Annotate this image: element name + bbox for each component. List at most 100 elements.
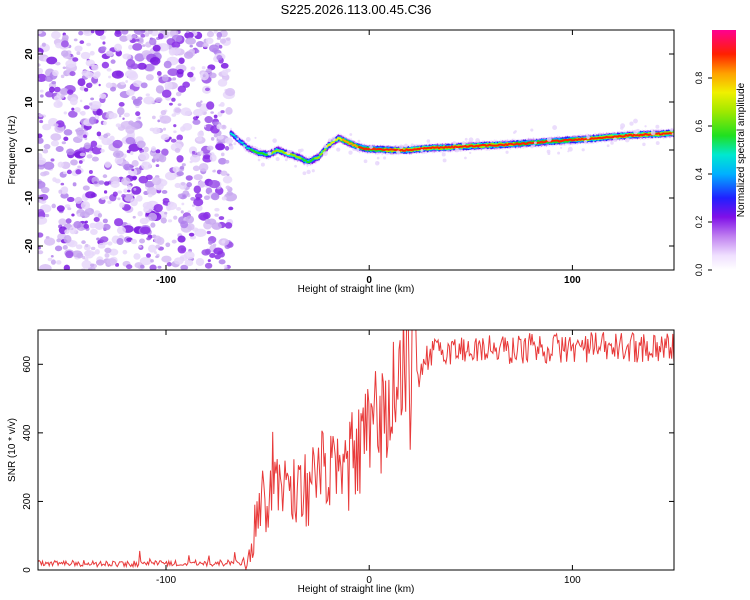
noise-blob	[38, 137, 44, 144]
noise-blob	[208, 179, 221, 189]
noise-blob	[63, 129, 73, 136]
noise-blob	[60, 192, 69, 199]
noise-blob	[97, 213, 103, 218]
noise-blob	[173, 215, 178, 220]
noise-blob	[179, 255, 188, 262]
noise-blob	[46, 56, 58, 65]
noise-blob	[161, 255, 172, 263]
noise-blob	[39, 119, 44, 124]
ridge-speckle	[464, 137, 468, 141]
noise-blob	[95, 30, 105, 36]
noise-blob	[110, 180, 120, 188]
ridge-speckle	[426, 139, 431, 143]
top-y-tick-label: 0	[24, 147, 35, 153]
noise-blob	[84, 243, 89, 248]
noise-blob	[57, 101, 63, 107]
noise-blob	[161, 148, 169, 156]
ridge-speckle	[294, 164, 297, 168]
noise-blob	[208, 44, 220, 53]
noise-blob	[80, 51, 91, 60]
noise-blob	[51, 31, 61, 39]
noise-blob	[63, 235, 72, 244]
ridge-cell	[349, 142, 353, 145]
ridge-speckle	[336, 147, 341, 152]
noise-blob	[119, 35, 129, 42]
noise-blob	[60, 74, 65, 79]
noise-blob	[91, 64, 99, 71]
noise-blob	[108, 75, 112, 79]
noise-blob	[89, 100, 102, 110]
noise-blob	[83, 142, 91, 149]
colorbar-ticks: 0.0 0.2 0.4 0.6 0.8	[694, 72, 712, 276]
ridge-speckle	[546, 136, 552, 142]
noise-blob	[115, 123, 122, 128]
noise-blob	[200, 100, 203, 103]
ridge-speckle	[354, 148, 357, 152]
ridge-speckle	[399, 144, 404, 149]
noise-blob	[213, 169, 216, 173]
noise-blob	[210, 192, 220, 201]
noise-blob	[177, 85, 187, 93]
noise-blob	[38, 113, 43, 118]
noise-blob	[192, 204, 196, 207]
noise-blob	[140, 33, 146, 38]
noise-blob	[207, 259, 211, 263]
ridge-speckle	[396, 150, 401, 155]
noise-blob	[127, 185, 132, 190]
noise-blob	[94, 114, 100, 120]
colorbar-tick-label: 0.2	[694, 216, 704, 229]
noise-blob	[216, 37, 221, 40]
ridge-speckle	[552, 125, 558, 130]
bottom-x-axis-label: Height of straight line (km)	[298, 584, 415, 595]
noise-blob	[65, 59, 77, 68]
noise-blob	[135, 38, 140, 42]
noise-blob	[206, 101, 215, 110]
ridge-speckle	[586, 135, 590, 140]
noise-blob	[219, 38, 227, 44]
noise-blob	[180, 264, 189, 270]
top-x-tick-label: 0	[366, 275, 372, 286]
noise-blob	[71, 107, 75, 111]
noise-blob	[85, 59, 96, 67]
noise-blob	[180, 126, 186, 132]
noise-blob	[106, 258, 117, 266]
noise-blob	[86, 42, 92, 47]
noise-blob	[221, 239, 226, 244]
ridge-speckle	[560, 146, 563, 149]
noise-blob	[79, 99, 83, 103]
noise-blob	[83, 223, 90, 229]
bottom-x-tick-label: 0	[366, 575, 372, 586]
ridge-speckle	[383, 156, 387, 160]
noise-blob	[139, 256, 153, 266]
ridge-speckle	[513, 131, 516, 134]
noise-blob	[152, 176, 162, 186]
noise-blob	[39, 194, 49, 201]
noise-blob	[79, 152, 86, 157]
noise-blob	[155, 97, 163, 103]
noise-blob	[151, 115, 156, 120]
noise-blob	[147, 193, 153, 198]
bottom-y-axis-label: SNR (10 * v/v)	[7, 418, 18, 482]
noise-blob	[53, 86, 61, 93]
noise-blob	[123, 163, 133, 171]
noise-blob	[82, 185, 90, 191]
noise-blob	[90, 263, 95, 267]
noise-blob	[77, 78, 86, 87]
noise-blob	[180, 220, 189, 229]
noise-blob	[132, 80, 143, 88]
noise-blob	[72, 182, 77, 187]
noise-blob	[104, 195, 109, 200]
noise-blob	[205, 248, 211, 255]
noise-blob	[115, 262, 120, 267]
noise-blob	[128, 44, 133, 50]
noise-blob	[125, 59, 136, 68]
noise-blob	[66, 148, 75, 156]
noise-blob	[208, 240, 213, 245]
noise-blob	[103, 190, 108, 194]
noise-blob	[129, 151, 134, 155]
noise-blob	[188, 232, 195, 237]
noise-blob	[193, 185, 201, 194]
noise-blob	[75, 244, 83, 250]
noise-blob	[40, 186, 50, 194]
bottom-y-axis: 0 200 400 600	[22, 356, 674, 573]
